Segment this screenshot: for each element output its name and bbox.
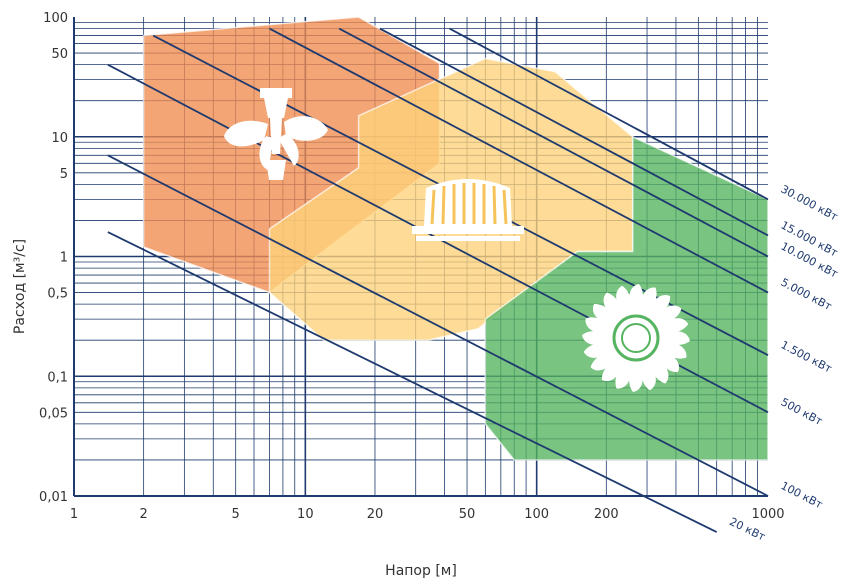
y-tick-label: 0,01: [39, 490, 68, 505]
y-tick-label: 0,5: [47, 287, 68, 302]
pelton-bucket: [641, 364, 656, 391]
tick-labels-layer: 1 2 5 10 20 50 100 200 1000 0,01 0,05 0,1 0,5 1 5 10 50 1…: [12, 11, 785, 579]
power-line: [449, 27, 769, 201]
x-tick-label: 10: [297, 507, 314, 522]
y-tick-label: 5: [60, 167, 68, 182]
pelton-bucket: [666, 331, 690, 345]
pelton-bucket: [583, 343, 610, 358]
x-tick-label: 1: [70, 507, 78, 522]
power-line-label: 100 кВт: [779, 479, 826, 512]
power-line: [379, 27, 769, 237]
francis-turbine-icon: [412, 179, 524, 241]
y-tick-label: 0,05: [39, 406, 68, 421]
pelton-bucket: [601, 359, 623, 381]
pelton-bucket: [590, 352, 615, 371]
pelton-bucket: [662, 318, 689, 333]
pelton-bucket: [582, 331, 606, 345]
power-line-label: 5.000 кВт: [779, 276, 835, 314]
pelton-turbine-icon: [582, 284, 690, 392]
power-line: [107, 231, 718, 533]
y-tick-label: 1: [60, 251, 68, 266]
kaplan-turbine-icon: [224, 88, 328, 180]
pelton-bucket: [657, 305, 682, 324]
pelton-bucket: [657, 351, 679, 373]
x-tick-label: 50: [459, 507, 476, 522]
power-line: [269, 27, 769, 294]
pelton-bucket: [603, 292, 622, 317]
x-tick-label: 1000: [751, 507, 784, 522]
x-tick-label: 5: [232, 507, 240, 522]
y-axis-title: Расход [м³/с]: [12, 239, 28, 334]
power-line: [107, 154, 769, 497]
y-tick-label: 10: [51, 131, 68, 146]
power-line-label: 30.000 кВт: [779, 183, 841, 224]
pelton-bucket: [629, 284, 643, 308]
power-line-label: 500 кВт: [779, 395, 825, 428]
x-tick-label: 100: [524, 507, 549, 522]
x-tick-label: 2: [139, 507, 147, 522]
x-tick-label: 200: [594, 507, 619, 522]
axes-layer: [73, 17, 768, 497]
x-tick-label: 20: [367, 507, 384, 522]
power-line-label: 1.500 кВт: [779, 338, 835, 375]
y-tick-label: 100: [43, 11, 68, 26]
pelton-bucket: [649, 295, 671, 317]
power-line: [338, 27, 769, 258]
y-tick-label: 50: [51, 47, 68, 62]
pelton-bucket: [616, 285, 631, 312]
y-tick-label: 0,1: [47, 370, 68, 385]
pelton-bucket: [629, 368, 643, 392]
pelton-bucket: [593, 303, 615, 325]
x-axis-title: Напор [м]: [385, 563, 457, 579]
pelton-bucket: [650, 359, 669, 384]
